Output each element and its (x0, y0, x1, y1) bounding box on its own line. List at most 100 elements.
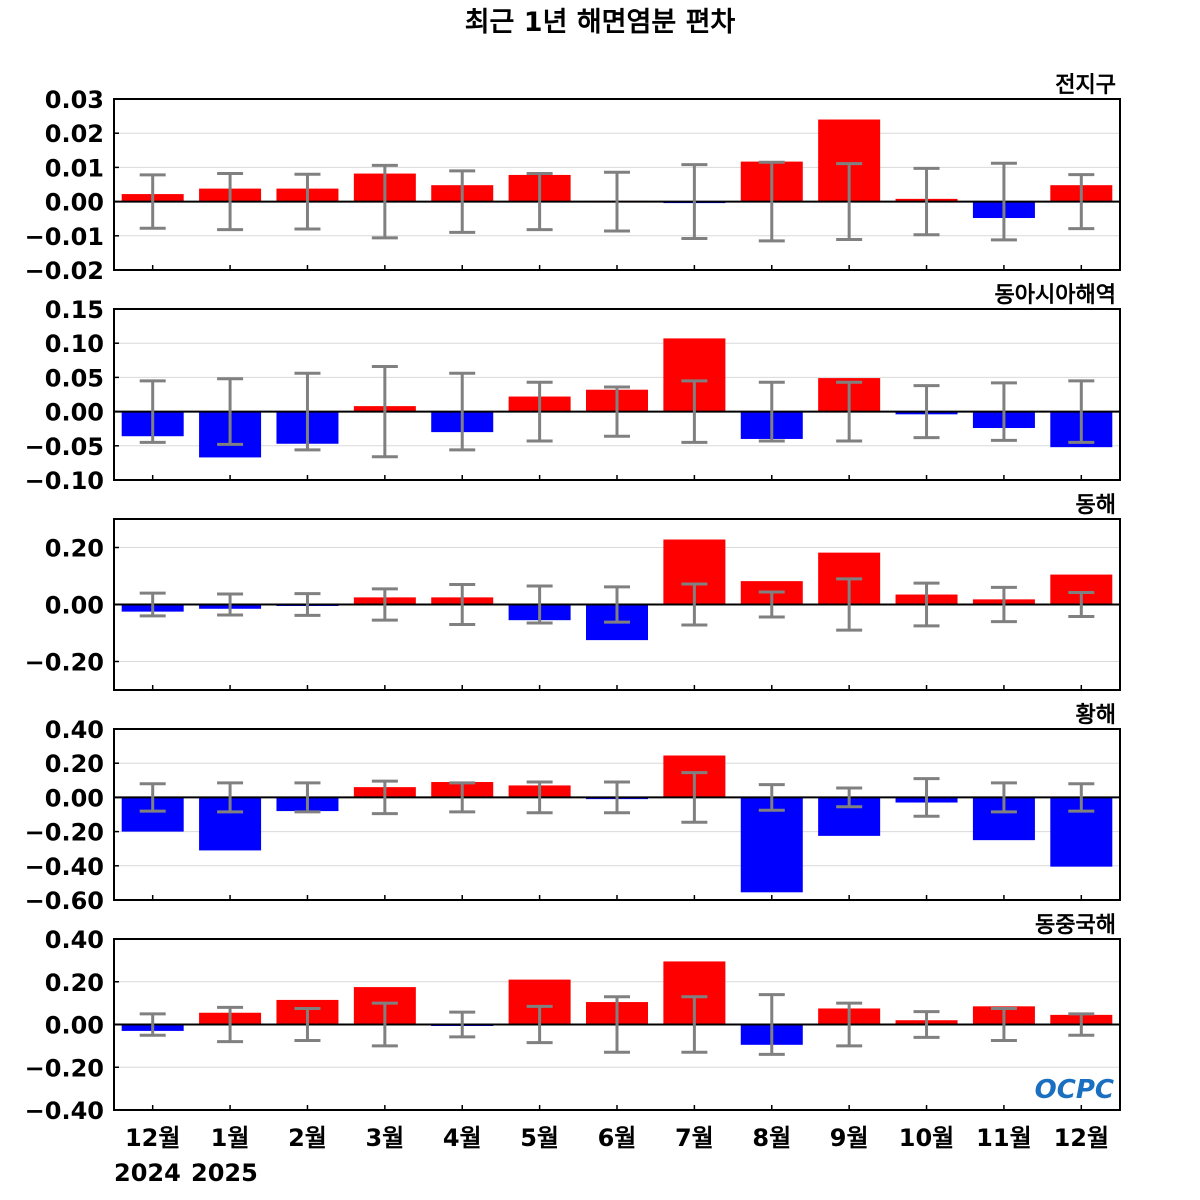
x-tick-label: 3월 (365, 1124, 404, 1152)
error-bar (217, 1005, 244, 1044)
error-bar (449, 583, 476, 626)
bar (740, 797, 803, 893)
error-bar (758, 160, 785, 243)
error-bar (526, 380, 553, 443)
error-bar (758, 993, 785, 1056)
error-bar (294, 592, 321, 617)
error-bar (604, 385, 630, 438)
error-bar (371, 1001, 398, 1048)
error-bar (836, 577, 863, 632)
error-bar (371, 779, 398, 816)
error-bar (139, 782, 166, 813)
x-tick-label: 1월 (211, 1124, 250, 1152)
error-bar (449, 371, 476, 452)
x-tick-label: 8월 (752, 1124, 791, 1152)
y-tick-label: −0.40 (25, 1097, 104, 1125)
y-tick-label: 0.40 (45, 926, 104, 954)
x-tick-label: 12월 (125, 1124, 180, 1152)
error-bar (604, 585, 630, 624)
error-bar (449, 781, 476, 814)
error-bar (139, 591, 166, 618)
y-tick-label: −0.40 (25, 853, 104, 881)
error-bar (604, 170, 630, 233)
y-tick-label: 0.01 (45, 154, 104, 182)
x-tick-label: 12월 (1054, 1124, 1109, 1152)
x-tick-label: 6월 (598, 1124, 637, 1152)
panel-0: 0.03 0.02 0.01 0.00 −0.01 −0.02 전지구 (25, 73, 1121, 285)
y-tick-label: 0.10 (45, 330, 104, 358)
y-tick-label: 0.20 (45, 969, 104, 997)
error-bar (1068, 782, 1095, 813)
y-tick-label: 0.00 (45, 189, 104, 217)
y-tick-label: 0.00 (45, 1012, 104, 1040)
y-tick-label: 0.05 (45, 364, 104, 392)
error-bar (217, 172, 244, 232)
error-bar (836, 162, 863, 242)
error-bar (526, 780, 553, 815)
error-bar (139, 173, 166, 230)
error-bar (217, 592, 244, 617)
error-bar (758, 380, 785, 443)
error-bar (1068, 1012, 1095, 1037)
error-bar (681, 582, 708, 627)
y-tick-label: −0.02 (25, 257, 104, 285)
error-bar (1068, 173, 1095, 231)
y-tick-label: −0.20 (25, 819, 104, 847)
error-bar (371, 587, 398, 622)
error-bar (294, 1006, 321, 1043)
error-bar (913, 166, 940, 237)
y-tick-label: 0.02 (45, 120, 104, 148)
error-bar (449, 1010, 476, 1039)
y-tick-label: −0.10 (25, 467, 104, 495)
panel-title: 동해 (1076, 493, 1116, 518)
y-tick-label: −0.60 (25, 887, 104, 915)
panel-1: 0.15 0.10 0.05 0.00 −0.05 −0.10 동아시아해역 (25, 283, 1121, 495)
error-bar (1068, 379, 1095, 444)
y-tick-label: 0.20 (45, 750, 104, 778)
y-tick-label: 0.00 (45, 784, 104, 812)
error-bar (913, 384, 940, 440)
error-bar (217, 377, 244, 446)
error-bar (758, 783, 785, 812)
panel-4: 0.40 0.20 0.00 −0.20 −0.40 동중국해 (25, 913, 1121, 1125)
panel-frame (113, 728, 1121, 901)
error-bar (681, 163, 708, 241)
panel-title: 황해 (1076, 703, 1116, 728)
error-bar (836, 380, 863, 443)
error-bar (990, 161, 1017, 242)
year-label-start: 2024 (114, 1159, 181, 1187)
error-bar (913, 777, 940, 818)
y-tick-label: 0.00 (45, 399, 104, 427)
panel-title: 동아시아해역 (995, 283, 1116, 308)
x-tick-label: 2월 (288, 1124, 327, 1152)
error-bar (1068, 591, 1095, 618)
error-bar (681, 995, 708, 1054)
error-bar (681, 771, 708, 824)
y-tick-label: 0.20 (45, 535, 104, 563)
error-bar (990, 1006, 1017, 1043)
error-bar (217, 781, 244, 814)
error-bar (139, 379, 166, 444)
x-axis-labels: 12월 1월 2월 3월 4월 5월 6월 7월 8월 9월 10월 11월 12월 (125, 1124, 1109, 1152)
y-tick-label: 0.15 (45, 296, 104, 324)
error-bar (913, 581, 940, 628)
y-tick-label: −0.20 (25, 1054, 104, 1082)
x-tick-label: 11월 (976, 1124, 1031, 1152)
chart-panels: 0.03 0.02 0.01 0.00 −0.01 −0.02 전지구 0.15 0.10 0.0… (25, 73, 1121, 1125)
error-bar (681, 379, 708, 444)
error-bar (990, 381, 1017, 442)
x-tick-label: 4월 (443, 1124, 482, 1152)
error-bar (758, 590, 785, 619)
x-tick-label: 10월 (899, 1124, 954, 1152)
x-tick-label: 9월 (830, 1124, 869, 1152)
error-bar (990, 585, 1017, 624)
error-bar (526, 584, 553, 625)
year-label-end: 2025 (191, 1159, 258, 1187)
error-bar (139, 1012, 166, 1037)
y-tick-label: −0.05 (25, 433, 104, 461)
panel-3: 0.40 0.20 0.00 −0.20 −0.40 −0.60 황해 (25, 703, 1121, 915)
error-bar (526, 172, 553, 232)
panel-title: 동중국해 (1035, 913, 1116, 938)
error-bar (371, 163, 398, 240)
